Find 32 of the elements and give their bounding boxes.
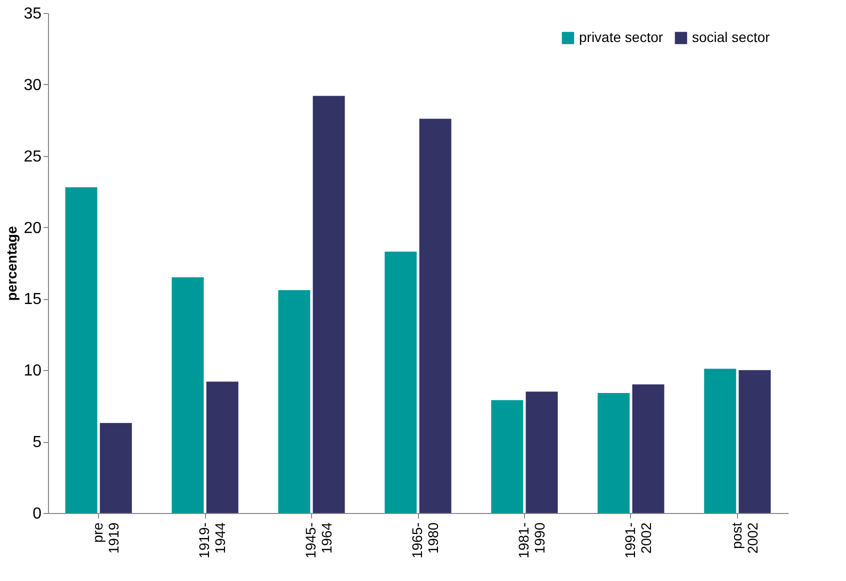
x-tick-label: pre 1919 (90, 522, 122, 554)
bar (704, 368, 736, 513)
legend-label: social sector (692, 29, 770, 45)
y-tick-label: 0 (32, 506, 42, 522)
x-tick-label: 1991- 2002 (622, 522, 654, 558)
bar (278, 290, 310, 513)
bar (172, 277, 204, 513)
x-tick-label: post 2002 (728, 522, 760, 554)
y-tick-label: 5 (32, 434, 42, 452)
y-axis-title: percentage (4, 226, 20, 301)
bar (312, 96, 345, 513)
y-tick-label: 25 (24, 148, 42, 166)
y-tick-label: 35 (24, 6, 42, 22)
y-tick-label: 30 (24, 76, 42, 94)
bar (384, 252, 417, 513)
bar (738, 370, 771, 513)
bar (598, 393, 630, 513)
legend-label: private sector (579, 29, 664, 45)
x-tick-label: 1965- 1980 (409, 522, 441, 558)
bar (65, 187, 98, 513)
y-tick-label: 20 (24, 220, 42, 237)
bar (491, 400, 524, 513)
bar (100, 423, 132, 513)
y-tick-label: 10 (24, 362, 42, 380)
x-tick-label: 1981- 1990 (515, 522, 548, 558)
bar (206, 382, 238, 513)
bar (526, 392, 558, 513)
bar (632, 384, 664, 513)
y-tick-label: 15 (24, 291, 42, 308)
bar (419, 118, 452, 513)
x-tick-label: 1945- 1964 (302, 522, 335, 558)
x-tick-label: 1919- 1944 (196, 522, 228, 558)
